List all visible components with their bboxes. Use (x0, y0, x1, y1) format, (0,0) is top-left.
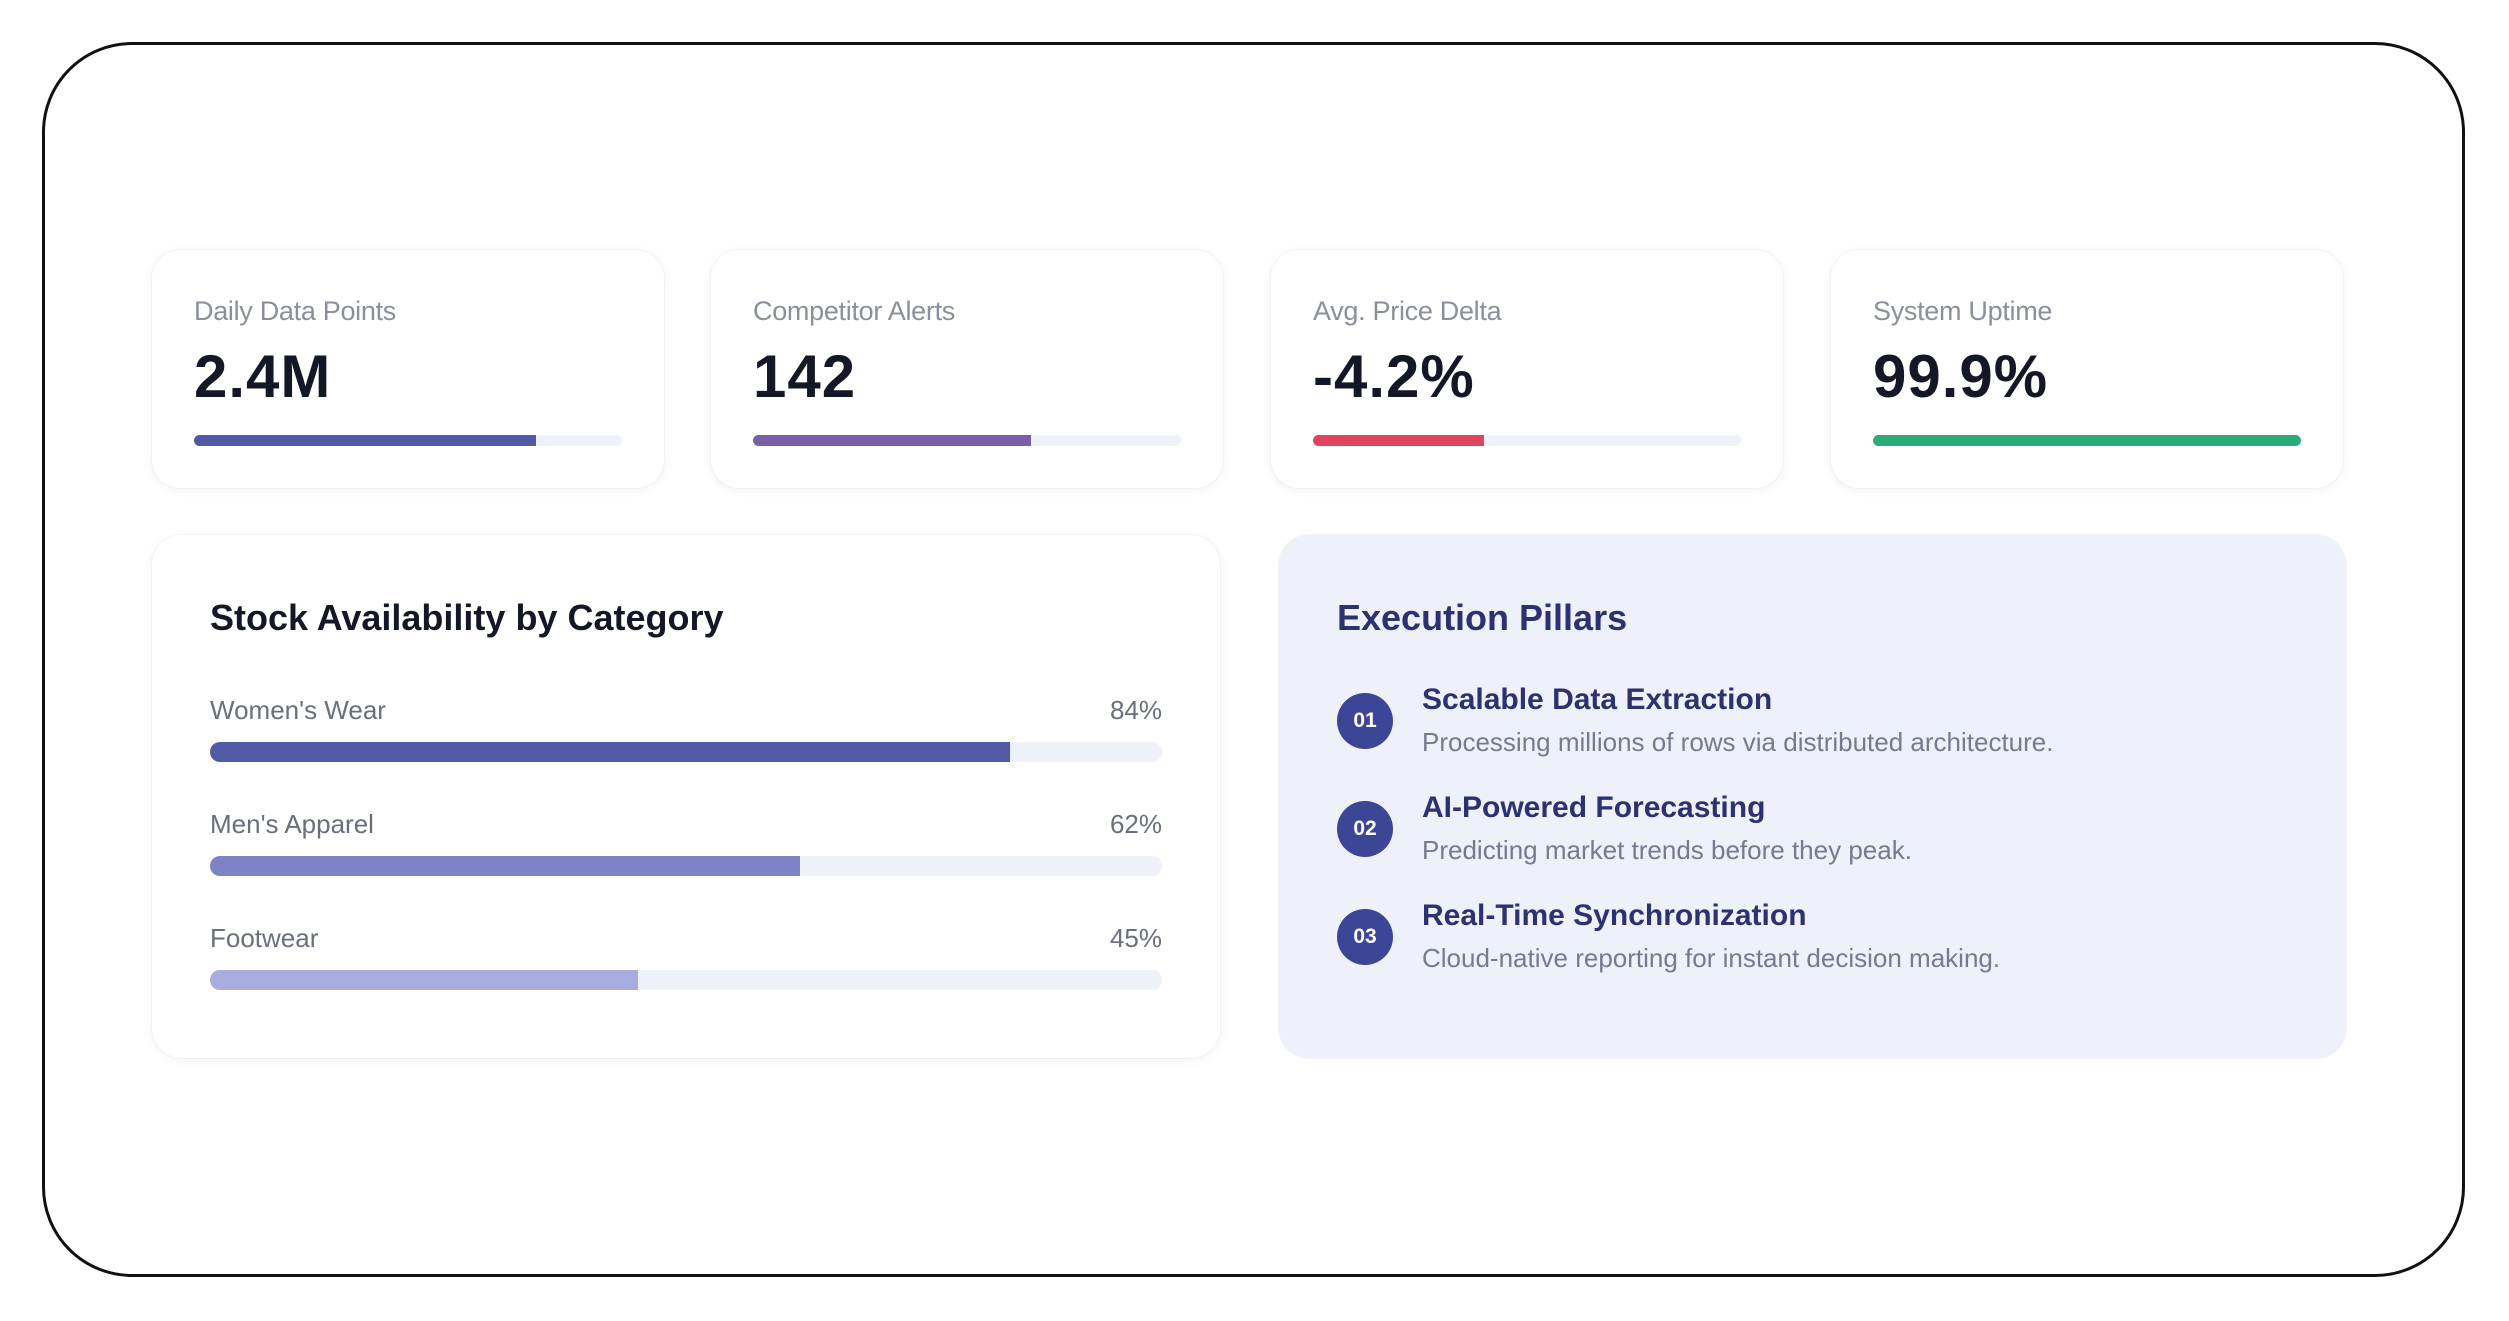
pillar-description: Processing millions of rows via distribu… (1422, 727, 2054, 757)
dashboard-frame: Daily Data Points 2.4M Competitor Alerts… (42, 42, 2465, 1277)
kpi-progress-track (753, 435, 1181, 446)
category-percent: 62% (1109, 809, 1162, 839)
kpi-progress-fill (1873, 435, 2301, 446)
pillar-number-badge: 01 (1337, 693, 1393, 749)
category-progress-fill (210, 970, 639, 990)
pillar-description: Cloud-native reporting for instant decis… (1422, 943, 2001, 973)
kpi-label: Avg. Price Delta (1313, 296, 1502, 326)
kpi-progress-track (194, 435, 622, 446)
category-progress-track (210, 742, 1162, 762)
stock-title: Stock Availability by Category (210, 597, 724, 638)
category-name: Footwear (210, 923, 319, 953)
execution-pillars-card: Execution Pillars 01 Scalable Data Extra… (1279, 535, 2346, 1058)
pillar-description: Predicting market trends before they pea… (1422, 835, 1912, 865)
category-progress-fill (210, 742, 1010, 762)
kpi-label: Daily Data Points (194, 296, 396, 326)
kpi-progress-fill (1313, 435, 1485, 446)
kpi-card-daily-data-points: Daily Data Points 2.4M (152, 250, 664, 488)
kpi-value: 2.4M (194, 343, 332, 410)
pillar-title: Real-Time Synchronization (1422, 899, 1807, 932)
kpi-card-competitor-alerts: Competitor Alerts 142 (711, 250, 1223, 488)
kpi-value: 142 (753, 343, 857, 410)
pillars-title: Execution Pillars (1337, 597, 1628, 638)
category-percent: 45% (1109, 923, 1162, 953)
kpi-value: 99.9% (1873, 343, 2049, 410)
category-progress-track (210, 970, 1162, 990)
category-percent: 84% (1109, 695, 1162, 725)
kpi-progress-track (1873, 435, 2301, 446)
category-progress-track (210, 856, 1162, 876)
kpi-value: -4.2% (1313, 343, 1475, 410)
stock-availability-card: Stock Availability by Category Women's W… (152, 535, 1220, 1058)
kpi-card-system-uptime: System Uptime 99.9% (1831, 250, 2343, 488)
pillar-title: AI-Powered Forecasting (1422, 791, 1766, 824)
pillar-number-badge: 03 (1337, 909, 1393, 965)
pillar-title: Scalable Data Extraction (1422, 683, 1773, 716)
kpi-card-avg-price-delta: Avg. Price Delta -4.2% (1271, 250, 1783, 488)
category-name: Women's Wear (210, 695, 386, 725)
kpi-progress-track (1313, 435, 1741, 446)
pillar-number-badge: 02 (1337, 801, 1393, 857)
kpi-progress-fill (753, 435, 1032, 446)
category-progress-fill (210, 856, 801, 876)
kpi-progress-fill (194, 435, 537, 446)
kpi-label: Competitor Alerts (753, 296, 955, 326)
category-name: Men's Apparel (210, 809, 374, 839)
kpi-label: System Uptime (1873, 296, 2053, 326)
